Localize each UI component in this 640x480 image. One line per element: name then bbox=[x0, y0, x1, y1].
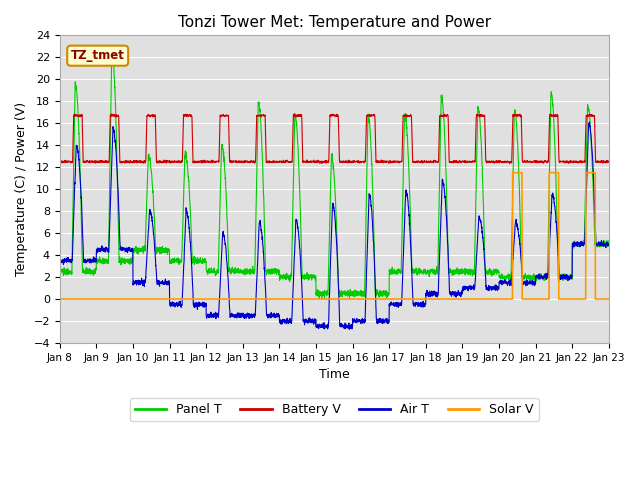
Panel T bbox=[535, 274, 543, 279]
X-axis label: Time: Time bbox=[319, 368, 349, 381]
Air T bbox=[56, 256, 63, 262]
Solar V bbox=[266, 296, 274, 302]
Panel T bbox=[291, 136, 298, 142]
Line: Solar V: Solar V bbox=[60, 173, 609, 299]
Panel T bbox=[321, 296, 328, 301]
Line: Panel T: Panel T bbox=[60, 51, 609, 299]
Solar V bbox=[605, 296, 612, 302]
Panel T bbox=[605, 241, 612, 247]
Battery V bbox=[266, 159, 274, 165]
Panel T bbox=[267, 271, 275, 277]
Panel T bbox=[595, 240, 602, 245]
Air T bbox=[151, 249, 159, 254]
Battery V bbox=[318, 160, 326, 166]
Panel T bbox=[151, 236, 159, 241]
Legend: Panel T, Battery V, Air T, Solar V: Panel T, Battery V, Air T, Solar V bbox=[130, 398, 539, 421]
Y-axis label: Temperature (C) / Power (V): Temperature (C) / Power (V) bbox=[15, 102, 28, 276]
Solar V bbox=[56, 296, 63, 302]
Solar V bbox=[291, 296, 298, 302]
Air T bbox=[118, 247, 126, 252]
Battery V bbox=[291, 112, 298, 118]
Battery V bbox=[118, 159, 126, 165]
Air T bbox=[266, 312, 274, 318]
Solar V bbox=[509, 170, 516, 176]
Solar V bbox=[535, 296, 543, 302]
Air T bbox=[291, 262, 298, 267]
Battery V bbox=[535, 158, 543, 164]
Battery V bbox=[291, 111, 298, 117]
Panel T bbox=[56, 266, 63, 272]
Air T bbox=[346, 326, 353, 332]
Panel T bbox=[119, 260, 127, 265]
Battery V bbox=[151, 112, 159, 118]
Title: Tonzi Tower Met: Temperature and Power: Tonzi Tower Met: Temperature and Power bbox=[178, 15, 491, 30]
Battery V bbox=[56, 158, 63, 164]
Solar V bbox=[595, 296, 602, 302]
Air T bbox=[586, 119, 593, 125]
Solar V bbox=[118, 296, 126, 302]
Air T bbox=[535, 276, 543, 281]
Air T bbox=[595, 242, 602, 248]
Text: TZ_tmet: TZ_tmet bbox=[71, 49, 125, 62]
Battery V bbox=[595, 159, 602, 165]
Line: Battery V: Battery V bbox=[60, 114, 609, 163]
Battery V bbox=[605, 158, 612, 164]
Panel T bbox=[108, 48, 116, 54]
Line: Air T: Air T bbox=[60, 122, 609, 329]
Air T bbox=[605, 241, 612, 247]
Solar V bbox=[151, 296, 159, 302]
